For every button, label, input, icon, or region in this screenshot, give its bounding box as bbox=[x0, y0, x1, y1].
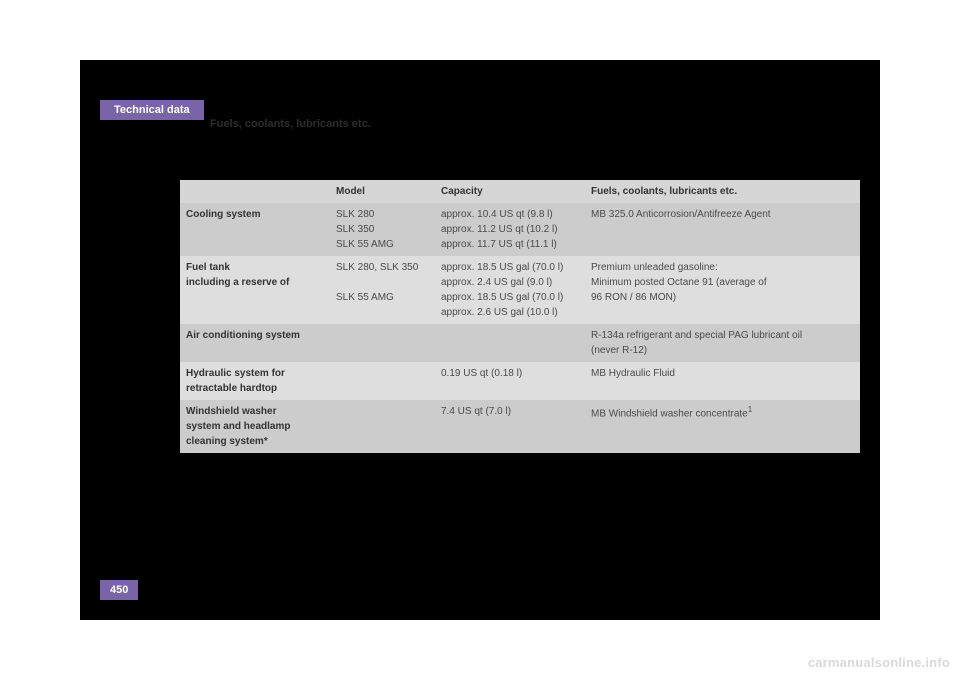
section-tab: Technical data bbox=[100, 100, 204, 120]
row-label: Air conditioning system bbox=[180, 324, 330, 362]
cell-capacity: approx. 18.5 US gal (70.0 l)approx. 2.4 … bbox=[435, 256, 585, 324]
watermark: carmanualsonline.info bbox=[808, 655, 950, 670]
header-model: Model bbox=[330, 180, 435, 203]
cell-model: SLK 280SLK 350SLK 55 AMG bbox=[330, 203, 435, 256]
row-label: Fuel tankincluding a reserve of bbox=[180, 256, 330, 324]
header-blank bbox=[180, 180, 330, 203]
manual-page: Technical data Fuels, coolants, lubrican… bbox=[80, 60, 880, 620]
table-row: Fuel tankincluding a reserve ofSLK 280, … bbox=[180, 256, 860, 324]
header-fluid: Fuels, coolants, lubricants etc. bbox=[585, 180, 860, 203]
row-label: Hydraulic system forretractable hardtop bbox=[180, 362, 330, 400]
row-label: Windshield washersystem and headlampclea… bbox=[180, 400, 330, 453]
cell-fluid: Premium unleaded gasoline:Minimum posted… bbox=[585, 256, 860, 324]
cell-capacity bbox=[435, 324, 585, 362]
table-row: Air conditioning system R-134a refrigeran… bbox=[180, 324, 860, 362]
cell-model: SLK 280, SLK 350SLK 55 AMG bbox=[330, 256, 435, 324]
cell-capacity: 0.19 US qt (0.18 l) bbox=[435, 362, 585, 400]
cell-fluid: R-134a refrigerant and special PAG lubri… bbox=[585, 324, 860, 362]
cell-model bbox=[330, 400, 435, 453]
cell-fluid: MB Windshield washer concentrate1 bbox=[585, 400, 860, 453]
cell-capacity: 7.4 US qt (7.0 l) bbox=[435, 400, 585, 453]
row-label: Cooling system bbox=[180, 203, 330, 256]
table-header-row: Model Capacity Fuels, coolants, lubrican… bbox=[180, 180, 860, 203]
cell-model bbox=[330, 362, 435, 400]
page-number: 450 bbox=[100, 580, 138, 600]
cell-fluid: MB 325.0 Anticorrosion/Antifreeze Agent bbox=[585, 203, 860, 256]
cell-model bbox=[330, 324, 435, 362]
section-title: Fuels, coolants, lubricants etc. bbox=[210, 118, 371, 130]
header-capacity: Capacity bbox=[435, 180, 585, 203]
table-row: Windshield washersystem and headlampclea… bbox=[180, 400, 860, 453]
table-row: Cooling systemSLK 280SLK 350SLK 55 AMGap… bbox=[180, 203, 860, 256]
table-row: Hydraulic system forretractable hardtop 0… bbox=[180, 362, 860, 400]
cell-capacity: approx. 10.4 US qt (9.8 l)approx. 11.2 U… bbox=[435, 203, 585, 256]
capacities-table: Model Capacity Fuels, coolants, lubrican… bbox=[180, 180, 860, 453]
cell-fluid: MB Hydraulic Fluid bbox=[585, 362, 860, 400]
